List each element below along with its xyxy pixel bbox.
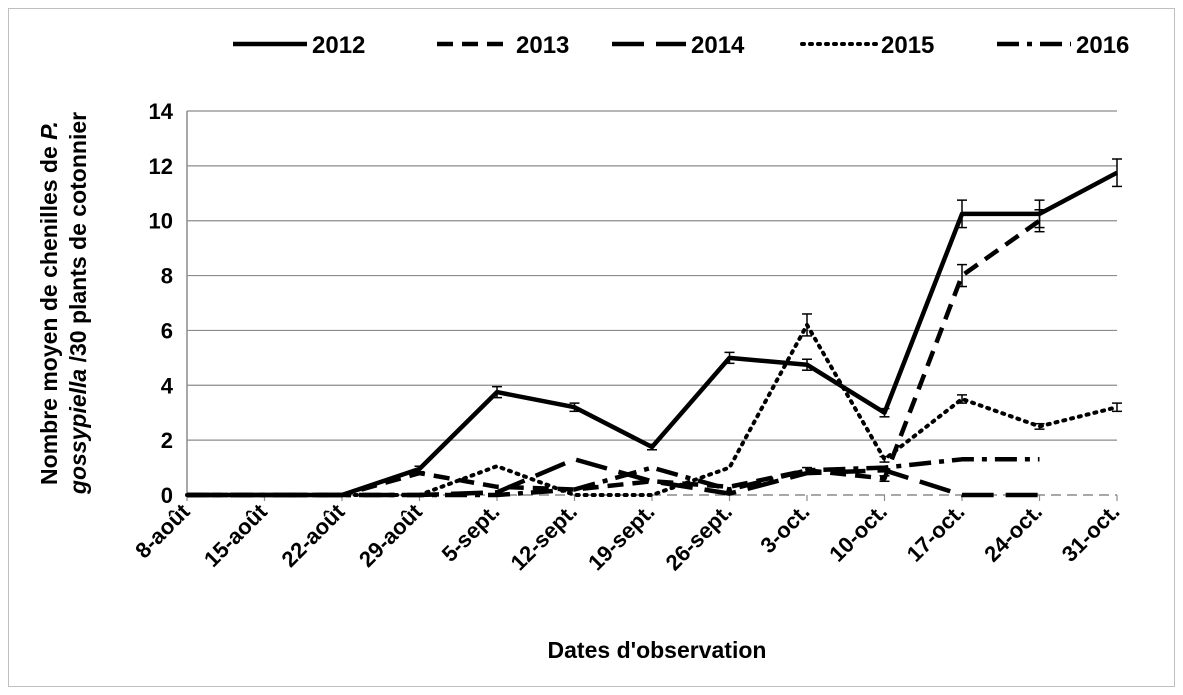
gridlines [186, 110, 1117, 496]
x-tick-label: 26-sept. [661, 499, 737, 575]
y-tick-label: 6 [161, 318, 173, 343]
legend: 2012 2013 2014 2015 2016 [233, 32, 1129, 59]
x-tick-label: 5-sept. [437, 499, 505, 567]
legend-item-2016: 2016 [997, 32, 1129, 59]
x-tick-label: 22-août [277, 498, 350, 571]
legend-label: 2015 [881, 32, 934, 59]
x-tick-label: 10-oct. [824, 499, 892, 567]
y-axis-title-line2: gossypiella /30 plants de cotonnier [65, 112, 91, 495]
x-tick-label: 19-sept. [583, 499, 659, 575]
series-2013 [187, 208, 1045, 498]
x-tick-label: 29-août [354, 498, 427, 571]
series-2012 [187, 158, 1122, 498]
series-lines [185, 158, 1122, 498]
legend-item-2013: 2013 [437, 32, 569, 59]
y-axis-title-line1: Nombre moyen de chenilles de P. [36, 121, 62, 485]
y-tick-label: 8 [161, 264, 173, 289]
legend-label: 2016 [1076, 32, 1129, 59]
legend-item-2015: 2015 [800, 32, 934, 59]
y-tick-label: 10 [149, 209, 173, 234]
y-axis: 0 2 4 6 8 10 12 14 [149, 99, 174, 508]
x-tick-label: 15-août [199, 498, 272, 571]
x-tick-label: 24-oct. [979, 499, 1047, 567]
x-axis: 8-août 15-août 22-août 29-août 5-sept. 12-sep… [130, 495, 1125, 575]
x-tick-label: 17-oct. [902, 499, 970, 567]
legend-label: 2012 [312, 32, 365, 59]
series-line-2015 [185, 322, 1119, 497]
x-axis-title: Dates d'observation [548, 637, 767, 663]
y-tick-label: 12 [149, 154, 173, 179]
legend-item-2014: 2014 [612, 32, 745, 59]
y-tick-label: 14 [149, 99, 174, 124]
legend-item-2012: 2012 [233, 32, 365, 59]
x-tick-label: 31-oct. [1057, 499, 1125, 567]
y-tick-label: 4 [161, 373, 174, 398]
x-tick-label: 12-sept. [506, 499, 582, 575]
series-2016 [187, 457, 1040, 498]
y-axis-title: Nombre moyen de chenilles de P.gossypiel… [36, 112, 91, 495]
y-title-text: /30 plants de cotonnier [65, 112, 91, 369]
y-title-species: P. [36, 121, 62, 140]
series-2015 [185, 313, 1122, 497]
y-tick-label: 0 [161, 483, 173, 508]
series-line-2016 [187, 457, 1040, 498]
legend-label: 2014 [691, 32, 745, 59]
chart-frame [8, 8, 1175, 687]
legend-label: 2013 [516, 32, 569, 59]
y-tick-label: 2 [161, 428, 173, 453]
y-title-text: Nombre moyen de chenilles de [36, 140, 62, 485]
y-title-species: gossypiella [65, 369, 91, 495]
series-line-2013 [187, 218, 1041, 498]
x-tick-label: 3-oct. [755, 499, 814, 558]
x-tick-label: 8-août [130, 498, 195, 563]
